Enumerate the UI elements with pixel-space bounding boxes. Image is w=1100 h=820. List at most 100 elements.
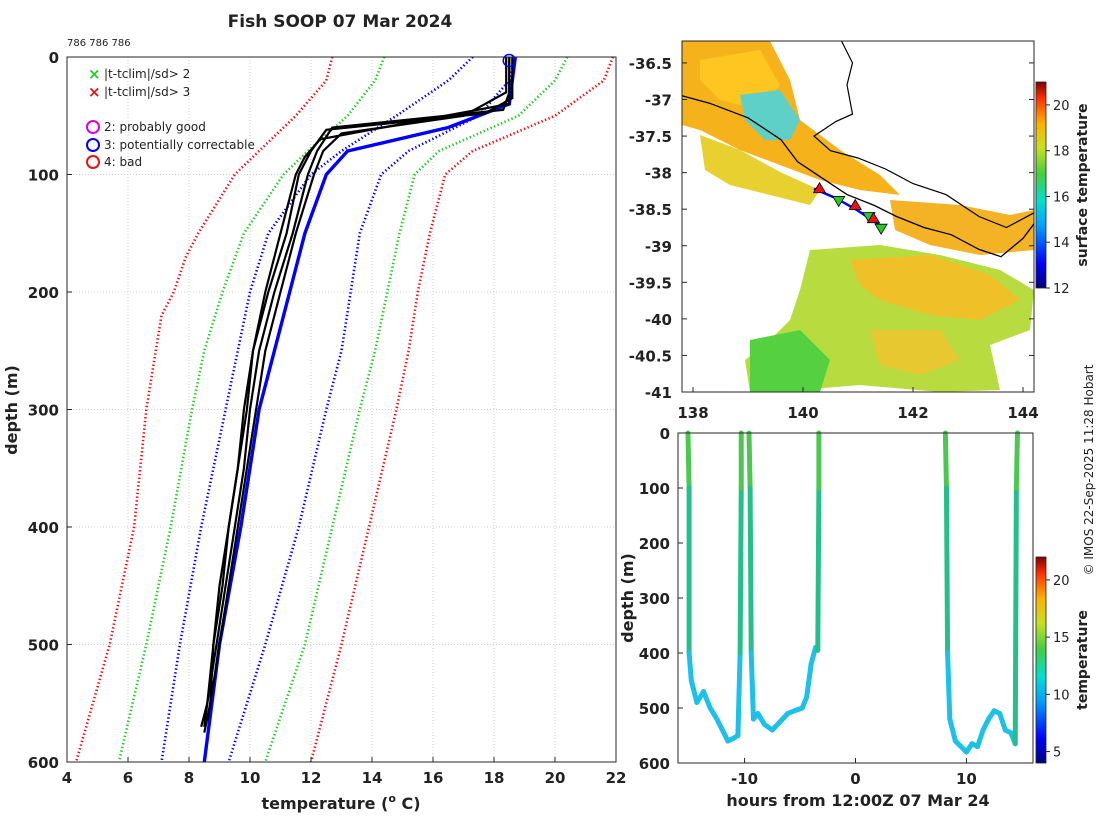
- profile-xtick-label: 18: [484, 769, 505, 787]
- profile-ytick-label: 500: [28, 637, 59, 655]
- map-panel: 138 140 142 144 -36.5 -37 -37.5 -38 -38.5 -39 -39.…: [629, 40, 1091, 422]
- profile-series-line: [227, 56, 517, 763]
- profile-series-line: [203, 57, 511, 727]
- cast-segment: [737, 485, 744, 656]
- map-ytick-label: -40.5: [629, 347, 672, 365]
- map-colorbar-tick-label: 20: [1053, 99, 1070, 114]
- ts-ytick-label: 0: [660, 425, 670, 443]
- cast-segment: [1013, 430, 1020, 491]
- ts-colorbar-tick-label: 10: [1053, 688, 1070, 703]
- legend-sd3-label: |t-tclim|/sd> 3: [104, 85, 190, 99]
- credit-text: © IMOS 22-Sep-2025 11:28 Hobart: [1082, 364, 1096, 575]
- cast-segment: [746, 430, 753, 491]
- map-ytick-label: -40: [645, 311, 672, 329]
- cast-segment: [686, 650, 694, 683]
- profile-xtick-label: 6: [123, 769, 133, 787]
- map-colorbar-tick-label: 16: [1053, 190, 1070, 205]
- timeseries-ylabel: depth (m): [618, 553, 637, 643]
- ts-colorbar: [1035, 556, 1047, 764]
- profile-xtick-label: 16: [423, 769, 444, 787]
- profile-ylabel: depth (m): [2, 365, 21, 455]
- cast-segment: [947, 716, 958, 744]
- sst-patch-south-warm: [850, 255, 1020, 320]
- map-ytick-label: -41: [645, 384, 672, 402]
- legend-circle-magenta-icon: [86, 120, 100, 134]
- map-colorbar-tick-label: 14: [1053, 236, 1070, 251]
- legend-sd2-label: |t-tclim|/sd> 2: [104, 67, 190, 81]
- map-ytick-label: -39.5: [629, 274, 672, 292]
- map-ytick-label: -38: [645, 165, 672, 183]
- id-text: 786 786 786: [67, 38, 131, 49]
- profile-ytick-label: 600: [28, 754, 59, 772]
- sst-patch-cool: [740, 90, 800, 140]
- profile-series-line: [202, 56, 517, 763]
- cast-segment: [943, 485, 951, 656]
- legend-circle-red-icon: [86, 155, 100, 169]
- coastline-north: [813, 40, 1035, 229]
- ts-xtick-label: 0: [850, 770, 860, 788]
- profile-series-line: [309, 56, 615, 763]
- ts-colorbar-tick-label: 5: [1053, 746, 1061, 761]
- profile-ytick-label: 100: [28, 167, 59, 185]
- figure-title: Fish SOOP 07 Mar 2024: [228, 12, 453, 32]
- track-marker: [812, 181, 827, 194]
- map-xtick-label: 144: [1007, 404, 1038, 422]
- ts-ytick-label: 300: [639, 590, 670, 608]
- track-marker: [848, 198, 862, 210]
- profile-xtick-label: 4: [62, 769, 72, 787]
- cast-segment: [701, 689, 713, 711]
- legend-qc4-label: 4: bad: [104, 155, 142, 169]
- map-ytick-label: -38.5: [629, 201, 672, 219]
- profile-series-line: [200, 57, 514, 728]
- sst-patch-mid: [870, 330, 960, 375]
- profile-series-line: [74, 56, 334, 763]
- cast-segment: [1012, 485, 1019, 747]
- profile-series-line: [117, 56, 386, 763]
- map-xtick-label: 142: [897, 404, 928, 422]
- profile-panel: 4 6 8 10 12 14 16 18 20 22 0 100 200 300 400 500 600 tem…: [2, 49, 626, 813]
- map-colorbar-tick-label: 12: [1053, 282, 1070, 297]
- ts-ytick-label: 500: [639, 700, 670, 718]
- track-marker: [874, 223, 888, 235]
- profile-xtick-label: 20: [545, 769, 566, 787]
- ts-colorbar-tick-label: 20: [1053, 574, 1070, 589]
- profile-xtick-label: 14: [362, 769, 383, 787]
- ts-ytick-label: 200: [639, 535, 670, 553]
- profile-xtick-label: 10: [240, 769, 261, 787]
- map-xtick-label: 138: [677, 404, 708, 422]
- coastline: [681, 95, 1035, 258]
- map-colorbar-label: surface temperature: [1075, 103, 1091, 266]
- map-ytick-label: -36.5: [629, 55, 672, 73]
- sst-patch-shelf: [700, 135, 820, 205]
- cast-segment: [815, 485, 822, 653]
- profile-xtick-label: 8: [184, 769, 194, 787]
- cast-segment: [942, 430, 949, 491]
- ts-colorbar-label: temperature: [1075, 610, 1091, 710]
- cast-segment: [748, 650, 756, 722]
- ts-xtick-label: -10: [731, 770, 758, 788]
- timeseries-axes-frame: [677, 432, 1034, 764]
- cast-segment: [735, 650, 743, 738]
- cast-segment: [945, 650, 953, 722]
- cast-segment: [997, 711, 1008, 733]
- legend-circle-blue-icon: [86, 138, 100, 152]
- legend-x-green-icon: ×: [88, 65, 101, 83]
- map-xtick-label: 140: [787, 404, 818, 422]
- timeseries-xlabel: hours from 12:00Z 07 Mar 24: [726, 791, 989, 810]
- legend-qc2-label: 2: probably good: [104, 120, 206, 134]
- profile-xlabel: temperature (o C): [261, 792, 420, 813]
- map-colorbar: [1035, 81, 1047, 289]
- sst-patch-east: [890, 200, 1034, 255]
- map-axes-frame: [681, 40, 1035, 393]
- profile-series-line: [264, 56, 569, 763]
- profile-series-line: [203, 57, 511, 733]
- profile-xtick-label: 12: [301, 769, 322, 787]
- legend-qc3-label: 3: potentially correctable: [104, 138, 255, 152]
- ts-ytick-label: 600: [639, 755, 670, 773]
- profile-ytick-label: 400: [28, 519, 59, 537]
- map-ytick-label: -39: [645, 238, 672, 256]
- ts-xtick-label: 10: [956, 770, 977, 788]
- profile-ytick-label: 300: [28, 402, 59, 420]
